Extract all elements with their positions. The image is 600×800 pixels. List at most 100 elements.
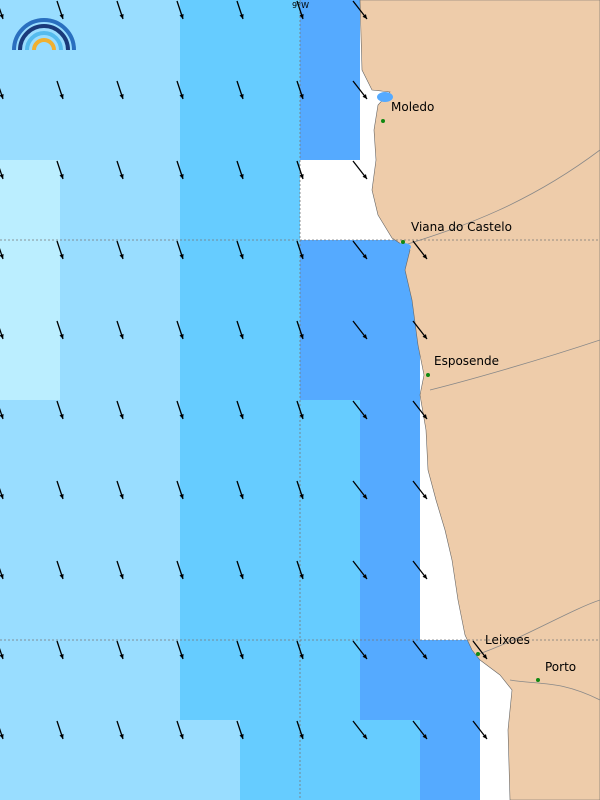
place-dot bbox=[476, 652, 480, 656]
arrow-head bbox=[179, 334, 184, 339]
cell bbox=[300, 640, 360, 720]
cell bbox=[360, 640, 420, 720]
arrow-head bbox=[422, 574, 427, 579]
arrow-head bbox=[0, 494, 4, 499]
arrow-head bbox=[59, 334, 64, 339]
estuary bbox=[395, 243, 411, 251]
cell bbox=[120, 240, 180, 320]
cell bbox=[0, 320, 60, 400]
arrow-head bbox=[422, 414, 427, 419]
arrow-head bbox=[422, 734, 427, 739]
arrow-head bbox=[0, 574, 4, 579]
cell bbox=[180, 560, 240, 640]
arrow-head bbox=[422, 494, 427, 499]
arrow-head bbox=[422, 254, 427, 259]
arrow-head bbox=[179, 734, 184, 739]
logo-arc bbox=[32, 38, 56, 51]
arrow-head bbox=[179, 574, 184, 579]
arrow-head bbox=[119, 14, 124, 19]
arrow-head bbox=[179, 654, 184, 659]
cell bbox=[60, 480, 120, 560]
cell bbox=[0, 160, 60, 240]
arrow-head bbox=[119, 254, 124, 259]
cell bbox=[180, 240, 240, 320]
cell bbox=[60, 240, 120, 320]
place-dot bbox=[381, 119, 385, 123]
arrow-head bbox=[299, 574, 304, 579]
cell bbox=[180, 160, 240, 240]
longitude-label: 9°W bbox=[292, 1, 309, 10]
logo-arc bbox=[25, 31, 63, 51]
arrow-head bbox=[179, 94, 184, 99]
river bbox=[475, 599, 600, 656]
cell bbox=[60, 160, 120, 240]
cell bbox=[240, 480, 300, 560]
arrow-head bbox=[422, 654, 427, 659]
cell bbox=[0, 480, 60, 560]
cell bbox=[240, 400, 300, 480]
arrow-head bbox=[59, 14, 64, 19]
arrow-head bbox=[119, 654, 124, 659]
cell bbox=[180, 320, 240, 400]
places: Moledo Viana do Castelo Esposende Leixoes Po… bbox=[381, 100, 576, 682]
arrow-head bbox=[362, 734, 367, 739]
cell bbox=[0, 80, 60, 160]
arrow-head bbox=[179, 14, 184, 19]
logo bbox=[12, 18, 76, 51]
arrow-head bbox=[362, 94, 367, 99]
arrow-head bbox=[239, 254, 244, 259]
cell bbox=[180, 720, 240, 800]
arrow-head bbox=[119, 174, 124, 179]
place-label: Leixoes bbox=[485, 633, 530, 647]
arrow-head bbox=[119, 414, 124, 419]
logo-arc bbox=[12, 18, 76, 51]
cell bbox=[60, 560, 120, 640]
arrow-head bbox=[362, 14, 367, 19]
cell bbox=[360, 480, 420, 560]
arrow-head bbox=[422, 334, 427, 339]
arrow-head bbox=[362, 494, 367, 499]
cell bbox=[360, 400, 420, 480]
arrow-head bbox=[59, 254, 64, 259]
arrow-head bbox=[59, 94, 64, 99]
arrow-head bbox=[59, 734, 64, 739]
logo-arc bbox=[18, 24, 70, 51]
arrow-head bbox=[179, 174, 184, 179]
cell bbox=[240, 720, 300, 800]
arrow-head bbox=[0, 414, 4, 419]
arrow-head bbox=[239, 14, 244, 19]
cell bbox=[300, 560, 360, 640]
arrow-head bbox=[239, 414, 244, 419]
cell bbox=[300, 80, 360, 160]
arrow-head bbox=[239, 574, 244, 579]
cell bbox=[420, 640, 480, 720]
arrow-head bbox=[239, 494, 244, 499]
arrow-head bbox=[239, 654, 244, 659]
estuary bbox=[377, 92, 393, 102]
cell bbox=[300, 0, 360, 80]
arrow-head bbox=[299, 334, 304, 339]
place-dot bbox=[536, 678, 540, 682]
cell bbox=[60, 400, 120, 480]
cell bbox=[180, 480, 240, 560]
cell bbox=[240, 0, 300, 80]
cell bbox=[300, 720, 360, 800]
cell bbox=[180, 400, 240, 480]
place-dot bbox=[426, 373, 430, 377]
arrow-head bbox=[299, 94, 304, 99]
cell bbox=[0, 400, 60, 480]
cell bbox=[0, 640, 60, 720]
cell bbox=[60, 0, 120, 80]
arrow-head bbox=[0, 14, 4, 19]
arrow-head bbox=[239, 174, 244, 179]
cell bbox=[300, 400, 360, 480]
cell bbox=[120, 720, 180, 800]
arrow-head bbox=[362, 334, 367, 339]
arrow-head bbox=[0, 734, 4, 739]
arrow-head bbox=[299, 174, 304, 179]
place-label: Esposende bbox=[434, 354, 499, 368]
cell bbox=[180, 640, 240, 720]
arrow-head bbox=[119, 94, 124, 99]
